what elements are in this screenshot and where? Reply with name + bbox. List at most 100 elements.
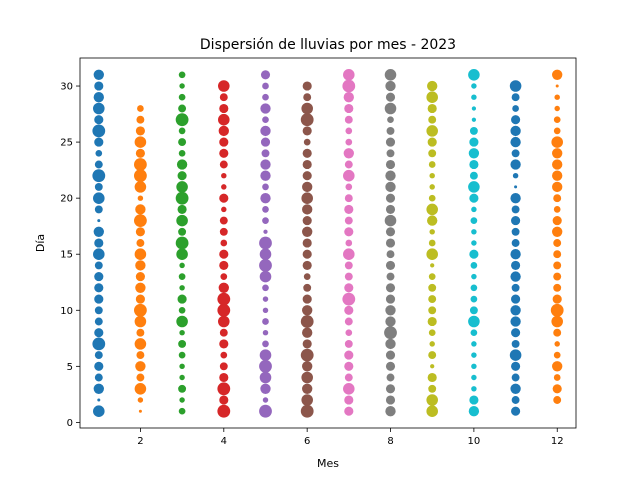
rain-point [134, 169, 147, 183]
rain-point [219, 339, 229, 349]
rain-point [343, 69, 355, 81]
rain-point [175, 113, 189, 127]
rain-point [510, 305, 521, 316]
rain-point [428, 273, 436, 280]
rain-point [471, 206, 477, 213]
rain-point [178, 71, 186, 79]
rain-point [511, 361, 521, 371]
rain-point [386, 272, 395, 281]
rain-point [135, 227, 145, 237]
rain-point [179, 397, 185, 403]
rain-point [384, 102, 397, 115]
rain-point [471, 117, 477, 122]
rain-point [135, 272, 145, 282]
rain-point [221, 172, 227, 179]
rain-point [176, 214, 188, 227]
rain-point [344, 216, 353, 225]
rain-point [138, 409, 142, 413]
rain-point [219, 362, 228, 371]
rain-point [345, 127, 353, 135]
rain-point [219, 148, 229, 158]
rain-point [385, 294, 396, 304]
rain-point [468, 315, 480, 328]
rain-point [511, 115, 521, 125]
rain-point [260, 159, 271, 170]
rain-point [93, 383, 104, 394]
rain-point [429, 341, 435, 347]
rain-point [135, 204, 146, 215]
rain-point [219, 395, 229, 405]
rain-point [384, 214, 397, 227]
rain-point [260, 193, 271, 204]
rain-point [386, 126, 395, 135]
rain-point [511, 339, 520, 348]
rain-point [469, 193, 479, 203]
rain-point [553, 283, 562, 292]
rain-point [342, 292, 356, 306]
chart-title: Dispersión de lluvias por mes - 2023 [200, 37, 456, 53]
rain-point [218, 125, 229, 137]
rain-point [260, 125, 271, 137]
rain-point [259, 404, 272, 418]
rain-point [303, 283, 312, 292]
rain-point [471, 106, 477, 111]
rain-point [303, 93, 312, 102]
rain-point [179, 262, 185, 269]
rain-point [553, 272, 562, 281]
rain-point [345, 239, 353, 247]
rain-point [93, 92, 104, 103]
rain-point [260, 137, 271, 147]
rain-point [385, 406, 396, 417]
x-axis-label: Mes [317, 457, 339, 470]
rain-point [510, 136, 521, 148]
rain-point [428, 115, 437, 124]
rain-point [219, 93, 228, 102]
rain-point [470, 295, 478, 303]
rain-point [470, 329, 478, 337]
rain-point [514, 185, 518, 189]
rain-point [468, 69, 480, 81]
rain-point [553, 250, 562, 259]
rain-point [344, 361, 354, 371]
rain-point [302, 383, 313, 394]
rain-point [344, 160, 353, 169]
rain-point [134, 315, 147, 328]
rain-point [552, 181, 563, 193]
rain-point [178, 273, 186, 280]
rain-point [511, 239, 520, 247]
rain-point [344, 194, 353, 203]
rain-point [386, 250, 395, 259]
x-tick-label: 2 [137, 436, 143, 447]
rain-point [553, 239, 562, 247]
rain-point [263, 229, 268, 234]
rain-point [385, 316, 396, 327]
rain-point [219, 372, 229, 383]
rain-point [386, 373, 395, 382]
rain-point [427, 372, 437, 383]
rain-point [176, 315, 188, 328]
rain-point [554, 341, 560, 347]
rain-point [177, 171, 187, 181]
rain-point [217, 382, 231, 396]
rain-point [300, 404, 314, 418]
rain-point [221, 206, 227, 213]
rain-point [385, 204, 396, 214]
rain-point [552, 69, 563, 80]
rain-point [135, 260, 146, 271]
rain-point [93, 248, 105, 260]
rain-point [178, 93, 186, 101]
rain-point [94, 272, 104, 282]
rain-point [385, 170, 396, 181]
rain-point [135, 361, 146, 372]
rain-point [92, 169, 106, 183]
rain-point [510, 316, 521, 327]
rain-point [430, 364, 435, 369]
rain-point [428, 384, 437, 393]
rain-point [511, 260, 521, 270]
rain-point [550, 303, 564, 317]
rain-point [262, 340, 269, 348]
rain-point [136, 373, 145, 382]
rain-point [135, 282, 146, 293]
rain-point [303, 138, 311, 146]
rain-point [217, 404, 231, 418]
